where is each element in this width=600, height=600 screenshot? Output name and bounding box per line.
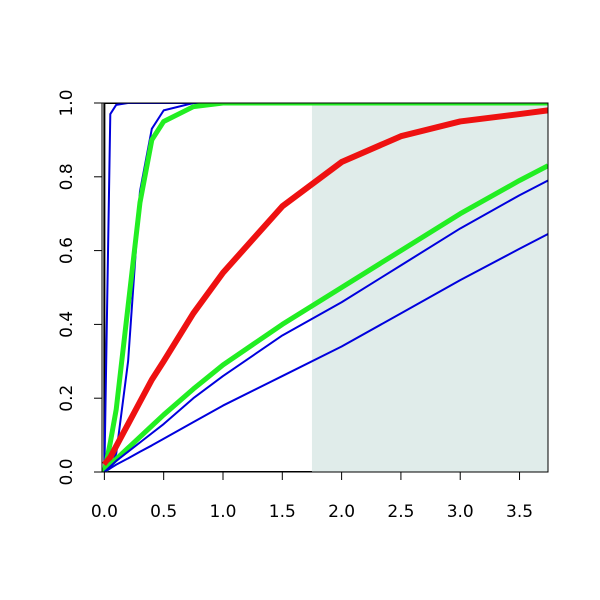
shaded-region (311, 103, 548, 472)
y-tick-label: 0.2 (57, 385, 77, 412)
x-tick-label: 1.5 (269, 502, 296, 522)
curve (103, 103, 548, 472)
curve (102, 163, 548, 472)
x-tick-label: 1.0 (209, 502, 236, 522)
plot-box (101, 102, 549, 473)
x-tick-label: 3.5 (506, 502, 533, 522)
x-tick-label: 2.0 (328, 502, 355, 522)
curve (103, 233, 548, 472)
y-tick-label: 1.0 (57, 89, 77, 116)
y-tick-label: 0.6 (57, 237, 77, 264)
curve (103, 103, 548, 472)
plot-area (102, 103, 548, 472)
curve (103, 103, 548, 472)
y-tick-label: 0.8 (57, 163, 77, 190)
y-tick-label: 0.4 (57, 311, 77, 338)
curve (103, 179, 548, 472)
x-tick-label: 0.0 (91, 502, 118, 522)
curve (102, 107, 548, 467)
y-tick-label: 0.0 (57, 458, 77, 485)
x-tick-label: 0.5 (150, 502, 177, 522)
x-tick-label: 3.0 (447, 502, 474, 522)
curve (102, 103, 548, 472)
x-tick-label: 2.5 (387, 502, 414, 522)
